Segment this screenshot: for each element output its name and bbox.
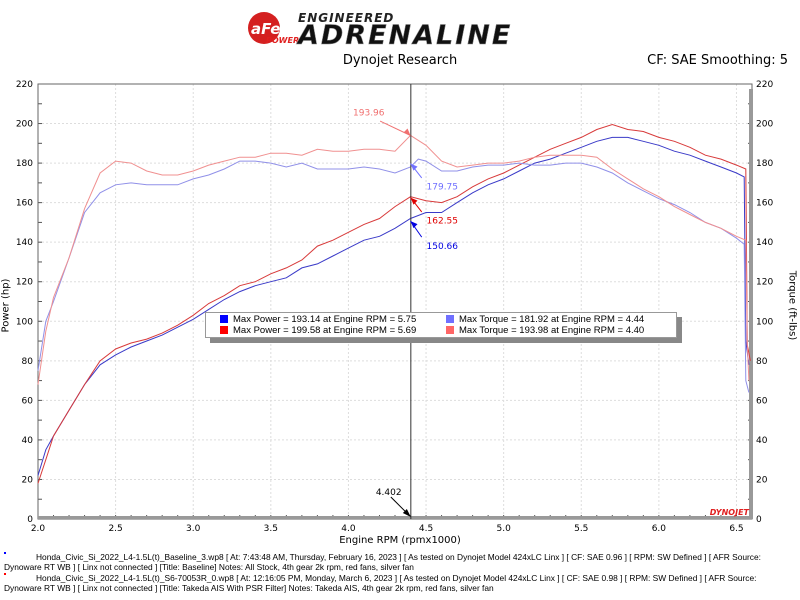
dyno-chart: 2.0 2.5 3.0 3.5 4.0 4.5 5.0 5.5 6.0 6.5 0 0 20 20 40 40…: [16, 80, 774, 534]
series-line-1: [37, 123, 751, 484]
svg-text:ADRENALINE: ADRENALINE: [296, 20, 512, 48]
run-info-footer: Honda_Civic_Si_2022_L4-1.5L(t)_Baseline_…: [4, 552, 796, 594]
y2-tick-label: 220: [756, 80, 773, 90]
run-info-line: connected ] [Title: Baseline] Notes: All…: [114, 562, 414, 572]
legend-swatch: [446, 315, 454, 323]
svg-text:aFe: aFe: [251, 20, 280, 38]
y-tick-label: 60: [22, 396, 34, 406]
y2-tick-label: 100: [756, 317, 773, 327]
legend-item: Max Torque = 193.98 at Engine RPM = 4.40: [446, 325, 644, 336]
y2-tick-label: 180: [756, 159, 773, 169]
legend-item: Max Torque = 181.92 at Engine RPM = 4.44: [446, 314, 644, 325]
run-color-dot: [4, 552, 6, 554]
legend-item: Max Power = 199.58 at Engine RPM = 5.69: [220, 325, 416, 336]
x-tick-label: 2.5: [108, 524, 122, 534]
afe-adrenaline-logo: aFe POWER ENGINEERED ADRENALINE: [248, 11, 512, 48]
y-tick-label: 20: [22, 475, 34, 485]
y-tick-label: 0: [27, 515, 33, 525]
annotation-label: 150.66: [427, 242, 459, 252]
annotation-label: 193.96: [353, 108, 385, 118]
y-tick-label: 100: [16, 317, 33, 327]
y2-tick-label: 80: [756, 357, 768, 367]
legend-swatch: [446, 326, 454, 334]
y-tick-label: 180: [16, 159, 33, 169]
x-tick-label: 5.0: [496, 524, 511, 534]
y-tick-label: 220: [16, 80, 33, 90]
series-line-3: [37, 134, 750, 385]
run-color-dot: [4, 573, 6, 575]
y-tick-label: 40: [22, 436, 34, 446]
legend-item: Max Power = 193.14 at Engine RPM = 5.75: [220, 314, 416, 325]
series-line-2: [37, 158, 750, 393]
svg-text:ENGINEERED: ENGINEERED: [298, 11, 394, 25]
legend-swatch: [220, 315, 228, 323]
legend-text: Max Power = 193.14 at Engine RPM = 5.75: [233, 314, 417, 325]
x-tick-label: 4.0: [341, 524, 356, 534]
cursor-arrowhead: [402, 509, 411, 517]
plot-frame: [37, 83, 753, 520]
y2-axis-bar: [749, 89, 753, 519]
cursor-label: 4.402: [376, 488, 402, 498]
legend-text: Max Power = 199.58 at Engine RPM = 5.69: [233, 325, 417, 336]
y2-tick-label: 0: [756, 515, 762, 525]
chart-title: Dynojet Research: [342, 53, 458, 68]
annotation-arrowhead: [410, 163, 418, 171]
legend-text: Max Torque = 181.92 at Engine RPM = 4.44: [459, 314, 645, 325]
x-tick-label: 2.0: [31, 524, 46, 534]
run-info-line: connected ] [Title: Takeda AIS With PSR …: [114, 583, 494, 593]
series-line-0: [37, 136, 750, 476]
y-tick-label: 160: [16, 199, 33, 209]
y2-tick-label: 60: [756, 396, 768, 406]
svg-text:POWER: POWER: [266, 36, 299, 45]
y2-tick-label: 40: [756, 436, 768, 446]
legend-text: Max Torque = 193.98 at Engine RPM = 4.40: [459, 325, 645, 336]
legend-swatch: [220, 326, 228, 334]
y-tick-label: 140: [16, 238, 33, 248]
annotation-label: 179.75: [427, 183, 459, 193]
annotation-arrowhead: [403, 128, 411, 136]
y-tick-label: 80: [22, 357, 34, 367]
y2-tick-label: 120: [756, 278, 773, 288]
run-info-baseline: Honda_Civic_Si_2022_L4-1.5L(t)_Baseline_…: [4, 552, 796, 572]
x-tick-label: 3.5: [264, 524, 278, 534]
x-axis-label: Engine RPM (rpmx1000): [339, 535, 461, 546]
y2-tick-label: 200: [756, 120, 773, 130]
run-info-line: Honda_Civic_Si_2022_L4-1.5L(t)_S6-70053R…: [4, 573, 757, 593]
annotation-label: 162.55: [427, 217, 459, 227]
y-tick-label: 200: [16, 120, 33, 130]
y2-tick-label: 140: [756, 238, 773, 248]
x-tick-label: 6.5: [729, 524, 743, 534]
x-tick-label: 4.5: [419, 524, 433, 534]
annotation-arrowhead: [410, 221, 418, 229]
y2-tick-label: 20: [756, 475, 768, 485]
dynojet-brand-mark: DYNOJET: [710, 508, 750, 517]
y-tick-label: 120: [16, 278, 33, 288]
legend: Max Power = 193.14 at Engine RPM = 5.75 …: [205, 312, 677, 338]
y2-tick-label: 160: [756, 199, 773, 209]
x-tick-label: 5.5: [574, 524, 588, 534]
run-info-line: Honda_Civic_Si_2022_L4-1.5L(t)_Baseline_…: [4, 552, 761, 572]
x-tick-label: 6.0: [652, 524, 667, 534]
x-tick-label: 3.0: [186, 524, 201, 534]
correction-factor: CF: SAE Smoothing: 5: [647, 53, 788, 68]
x-axis-bar: [38, 516, 752, 519]
run-info-takeda: Honda_Civic_Si_2022_L4-1.5L(t)_S6-70053R…: [4, 573, 796, 593]
annotation-arrowhead: [410, 197, 418, 205]
